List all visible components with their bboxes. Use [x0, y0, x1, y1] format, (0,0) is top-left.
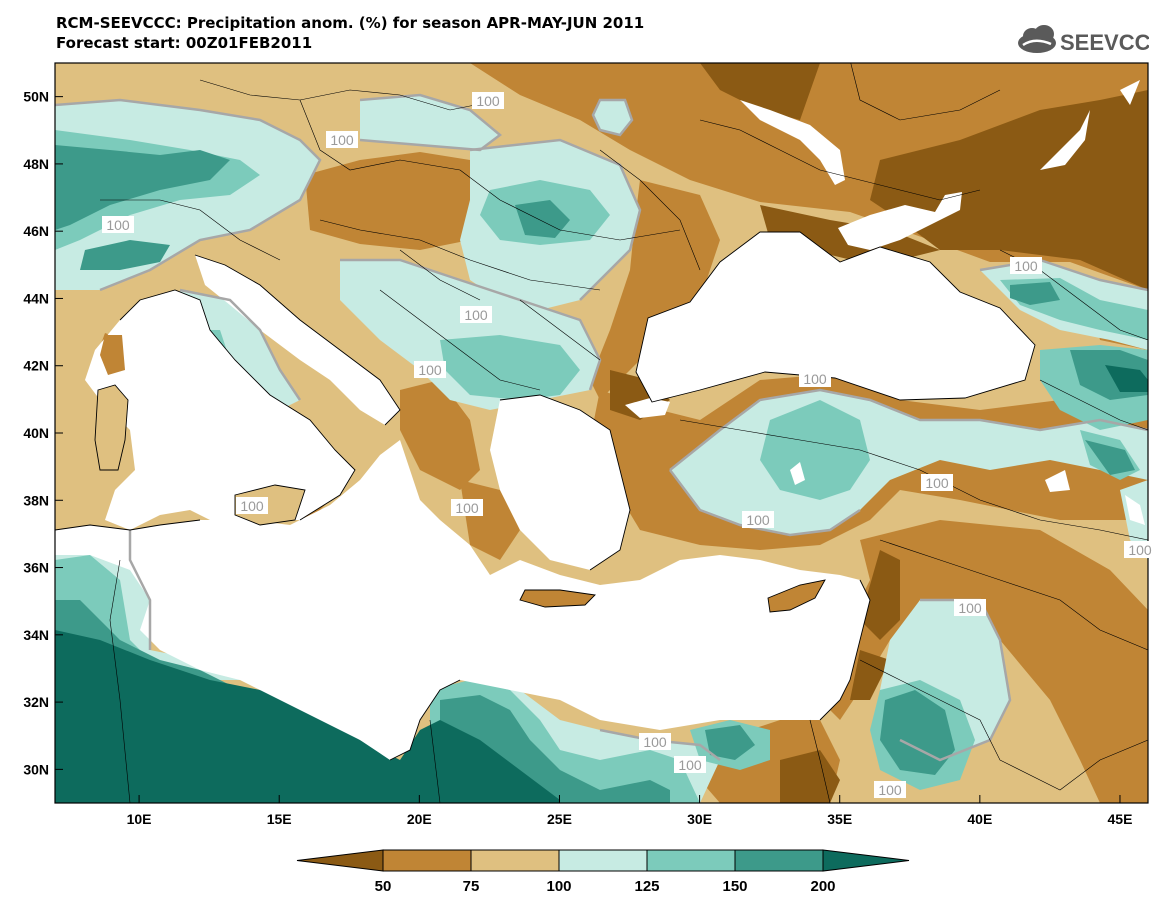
x-tick-label: 20E [407, 811, 432, 827]
y-tick-label: 40N [23, 425, 49, 441]
contour-label-bg [236, 497, 268, 514]
mediterranean-sea [55, 290, 870, 760]
coastlines [55, 231, 1036, 761]
contour-label-bg [639, 733, 671, 750]
y-tick-label: 30N [23, 761, 49, 777]
y-tick-label: 48N [23, 156, 49, 172]
contour-label-bg [742, 511, 774, 528]
x-tick-label: 25E [547, 811, 572, 827]
y-tick-label: 34N [23, 627, 49, 643]
contour-label-bg [954, 599, 986, 616]
colorbar-level-label: 125 [634, 878, 659, 895]
map-subtitle: Forecast start: 00Z01FEB2011 [56, 34, 313, 52]
y-tick-label: 50N [23, 89, 49, 105]
aegean-sea [490, 395, 630, 570]
contour-label-bg [921, 474, 953, 491]
contour-label: 100 [1014, 258, 1038, 274]
contour-labels: 100 100 100 100 100 100 100 100 100 100 100 100 100 1… [102, 92, 1156, 798]
contour-label: 100 [958, 600, 982, 616]
contour-label: 100 [925, 475, 949, 491]
y-tick-label: 42N [23, 358, 49, 374]
contour-label-bg [460, 306, 492, 323]
x-tick-label: 15E [267, 811, 292, 827]
contour-label-bg [451, 499, 483, 516]
colorbar-level-label: 200 [810, 878, 835, 895]
colorbar-level-label: 75 [463, 878, 480, 895]
contour-label: 100 [106, 217, 130, 233]
contour-label: 100 [455, 500, 479, 516]
extreme-wet-regions [55, 365, 1148, 803]
very-wet-regions [55, 145, 1148, 803]
map-title: RCM-SEEVCCC: Precipitation anom. (%) for… [56, 14, 645, 32]
x-tick-label: 45E [1108, 811, 1133, 827]
contour-label-bg [674, 756, 706, 773]
contour-label-bg [874, 781, 906, 798]
colorbar-box [558, 849, 648, 872]
colorbar-box [646, 849, 736, 872]
contour-label: 100 [464, 307, 488, 323]
contour-label-bg [1124, 541, 1156, 558]
contour-label: 100 [1128, 542, 1152, 558]
y-tick-label: 44N [23, 290, 49, 306]
contour-label: 100 [476, 93, 500, 109]
colorbar-box [382, 849, 472, 872]
contour-label-bg [102, 216, 134, 233]
islands [95, 335, 825, 612]
azov-sea [838, 192, 962, 250]
contour-label-bg [414, 361, 446, 378]
colorbar-level-label: 100 [546, 878, 571, 895]
contour-label: 100 [418, 362, 442, 378]
colorbar-max-arrow [822, 849, 910, 872]
x-tick-label: 10E [127, 811, 152, 827]
contour-label: 100 [878, 782, 902, 798]
colorbar-min-arrow [296, 849, 384, 872]
y-tick-label: 46N [23, 223, 49, 239]
colorbar-box [470, 849, 560, 872]
contour-label-bg [472, 92, 504, 109]
adriatic-sea [195, 255, 400, 425]
colorbar-level-label: 50 [375, 878, 392, 895]
x-tick-label: 35E [827, 811, 852, 827]
y-tick-label: 38N [23, 492, 49, 508]
contour-label-bg [326, 131, 358, 148]
contour-label: 100 [330, 132, 354, 148]
contour-label-bg [799, 370, 831, 387]
sea-of-marmara [625, 398, 670, 418]
seevccc-logo: SEEVCCC [1018, 25, 1149, 55]
y-axis: 30N 32N 34N 36N 38N 40N 42N 44N 46N 48N 50N [23, 89, 63, 777]
contour-label: 100 [803, 371, 827, 387]
lake-fragments [740, 80, 1145, 525]
contour-label: 100 [746, 512, 770, 528]
logo-text: SEEVCCC [1060, 30, 1149, 55]
y-tick-label: 36N [23, 560, 49, 576]
contour-label: 100 [678, 757, 702, 773]
contour-label: 100 [643, 734, 667, 750]
colorbar-level-label: 150 [722, 878, 747, 895]
y-tick-label: 32N [23, 694, 49, 710]
x-axis: 10E 15E 20E 25E 30E 35E 40E 45E [127, 795, 1133, 827]
seas [55, 80, 1145, 760]
contour-label-bg [1010, 257, 1042, 274]
x-tick-label: 40E [967, 811, 992, 827]
contour-label: 100 [240, 498, 264, 514]
colorbar-legend: 50 75 100 125 150 200 [296, 849, 910, 895]
colorbar-box [734, 849, 824, 872]
cloud-icon [1018, 25, 1056, 53]
x-tick-label: 30E [687, 811, 712, 827]
